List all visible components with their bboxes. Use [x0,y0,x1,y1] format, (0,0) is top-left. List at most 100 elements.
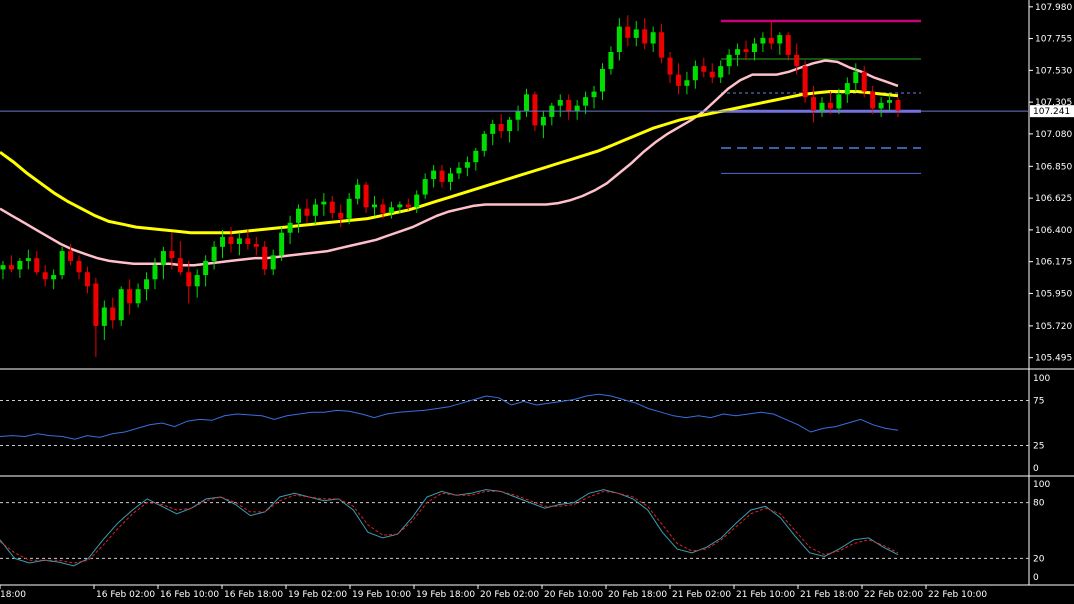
candle-body [321,201,327,205]
rsi-panel: 100 75 25 0 [0,374,1050,474]
time-tick-label: 21 Feb 10:00 [736,590,795,600]
candle-body [169,251,175,259]
time-axis: 18:00 16 Feb 02:00 16 Feb 10:00 16 Feb 18:0… [0,585,987,600]
candle-body [887,100,893,103]
candle-body [8,265,14,270]
candle-body [844,83,850,95]
candle-body [279,232,285,256]
candle-body [177,258,183,273]
candle-body [287,222,293,233]
candle-body [25,258,31,261]
current-price-label: 107.241 [1033,107,1070,117]
candle-body [422,179,428,195]
candle-body [507,119,513,132]
price-tick-label: 106.850 [1035,162,1072,172]
time-tick-label: 16 Feb 10:00 [160,590,219,600]
candle-body [414,194,420,208]
candle-body [684,80,690,86]
candle-body [802,66,808,98]
stochastic-panel: 100 80 20 0 [0,480,1050,583]
candle-body [490,124,496,134]
stoch-tick-label: 20 [1033,554,1045,564]
candle-body [566,100,572,112]
candle-body [878,102,884,109]
candle-body [312,204,318,216]
rsi-tick-label: 100 [1033,374,1050,384]
candle-body [363,184,369,208]
candle-body [794,54,800,67]
candle-body [853,71,859,84]
rsi-tick-label: 75 [1033,397,1044,407]
candle-body [701,66,707,72]
candle-body [456,167,462,174]
candle-body [372,204,378,208]
candle-body [448,173,453,182]
fast-ma-line [0,59,899,267]
candle-body [836,94,842,109]
candle-body [785,35,791,55]
candle-body [515,111,521,120]
candle-body [591,91,597,98]
candle-body [777,35,783,44]
time-tick-label: 21 Feb 02:00 [672,590,731,600]
panel-frames [0,0,1074,586]
candle-body [118,289,124,321]
candle-body [304,208,310,216]
candle-body [743,49,749,52]
candle-body [540,116,546,126]
candle-body [760,37,766,44]
candle-body [144,279,150,290]
candle-body [675,74,681,86]
candle-body [236,238,242,244]
price-level-lines[interactable] [721,19,921,174]
slow-ma-line [0,90,899,235]
candle-body [473,150,479,163]
stoch-tick-label: 0 [1033,573,1039,583]
time-tick-label: 18:00 [0,590,26,600]
time-tick-label: 19 Feb 10:00 [352,590,411,600]
candle-body [819,102,825,112]
candle-body [245,238,251,244]
candle-body [346,198,352,219]
stoch-tick-label: 80 [1033,499,1045,509]
price-axis: 107.980 107.755 107.530 107.305 107.080 106.8… [0,3,1074,364]
candle-body [439,170,445,182]
time-tick-label: 22 Feb 10:00 [928,590,987,600]
candle-body [481,133,487,151]
candle-body [870,91,876,109]
candle-body [380,204,386,213]
candle-body [84,272,90,287]
time-tick-label: 20 Feb 10:00 [544,590,603,600]
candle-body [186,272,192,287]
candle-body [599,68,605,92]
candle-body [152,265,158,280]
candle-body [523,94,529,112]
candle-body [431,170,437,180]
candle-body [59,251,65,276]
candle-body [768,37,774,44]
price-tick-label: 107.080 [1035,130,1072,140]
time-tick-label: 21 Feb 18:00 [800,590,859,600]
candle-body [751,43,757,52]
candle-body [68,251,74,261]
candle-body [557,100,563,106]
candle-body [861,71,867,92]
rsi-tick-label: 0 [1033,464,1039,474]
candle-body [650,32,656,44]
candle-body [127,289,133,304]
price-tick-label: 106.175 [1035,258,1072,268]
candle-body [388,207,394,213]
current-price-badge [1030,105,1074,118]
candle-body [42,272,48,280]
stoch-line [0,489,899,567]
candle-body [34,258,40,273]
candle-body [253,244,259,247]
rsi-tick-label: 25 [1033,442,1044,452]
time-tick-label: 20 Feb 18:00 [608,590,667,600]
candle-body [228,236,234,244]
candle-body [811,97,817,112]
candle-body [338,212,344,219]
price-tick-label: 107.755 [1035,35,1072,45]
